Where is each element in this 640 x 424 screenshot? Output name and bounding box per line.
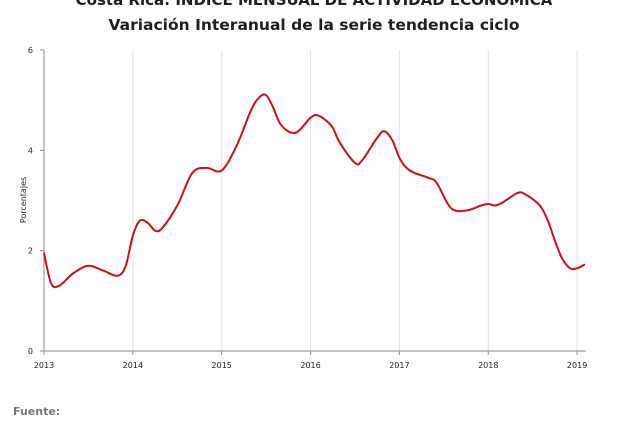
y-tick-label: 2 (28, 247, 33, 256)
data-point (103, 270, 105, 272)
y-tick-label: 4 (28, 146, 33, 155)
data-point (258, 97, 260, 99)
data-point (88, 265, 90, 267)
axes (40, 49, 586, 355)
data-point (339, 142, 341, 144)
series-line (43, 93, 586, 289)
x-tick-labels: 2013 2014 2015 2016 2017 2018 2019 (34, 361, 587, 370)
data-point (517, 192, 519, 194)
data-point (554, 240, 556, 242)
data-point (310, 117, 312, 119)
data-point (495, 205, 497, 207)
data-point (125, 265, 127, 267)
series-group (43, 93, 586, 289)
x-tick-label: 2018 (478, 361, 498, 370)
x-tick-label: 2014 (123, 361, 143, 370)
data-point (384, 130, 386, 132)
data-point (503, 201, 505, 203)
x-tick-label: 2017 (389, 361, 409, 370)
data-point (428, 177, 430, 179)
source-label: Fuente: (13, 405, 61, 418)
data-point (576, 267, 578, 269)
data-point (73, 272, 75, 274)
data-point (117, 275, 119, 277)
data-point (399, 157, 401, 159)
data-point (354, 162, 356, 164)
data-point (376, 137, 378, 139)
data-point (436, 182, 438, 184)
data-point (414, 172, 416, 174)
x-tick-label: 2015 (212, 361, 232, 370)
data-point (525, 194, 527, 196)
data-point (583, 264, 585, 266)
data-point (280, 124, 282, 126)
data-point (206, 167, 208, 169)
data-point (392, 140, 394, 142)
y-tick-label: 6 (28, 46, 33, 55)
data-point (139, 220, 141, 222)
chart-title-line1: Costa Rica: ÍNDICE MENSUAL DE ACTIVIDAD … (75, 0, 553, 9)
data-point (132, 235, 134, 237)
data-point (539, 205, 541, 207)
data-point (332, 127, 334, 129)
data-point (272, 107, 274, 109)
data-point (192, 172, 194, 174)
data-point (465, 210, 467, 212)
data-point (450, 207, 452, 209)
x-tick-label: 2019 (567, 361, 587, 370)
data-point (569, 267, 571, 269)
data-point (325, 119, 327, 121)
data-point (161, 227, 163, 229)
data-point (406, 167, 408, 169)
data-point (154, 230, 156, 232)
chart-title: Variación Interanual de la serie tendenc… (108, 16, 520, 34)
data-point (265, 94, 267, 96)
data-point (147, 222, 149, 224)
y-tick-labels: 0 2 4 6 (28, 46, 33, 356)
data-point (317, 114, 319, 116)
y-axis-label: Porcentajes (19, 177, 28, 223)
grid-lines (132, 50, 578, 351)
data-point (236, 145, 238, 147)
data-point (361, 160, 363, 162)
data-point (50, 282, 52, 284)
y-tick-label: 0 (28, 347, 33, 356)
data-point (487, 203, 489, 205)
x-tick-label: 2016 (300, 361, 320, 370)
data-point (58, 285, 60, 287)
data-point (547, 220, 549, 222)
data-point (561, 257, 563, 259)
data-point (221, 170, 223, 172)
data-point (295, 132, 297, 134)
data-point (480, 205, 482, 207)
x-tick-label: 2013 (34, 361, 54, 370)
data-point (176, 205, 178, 207)
data-point (43, 252, 45, 254)
data-point (250, 109, 252, 111)
